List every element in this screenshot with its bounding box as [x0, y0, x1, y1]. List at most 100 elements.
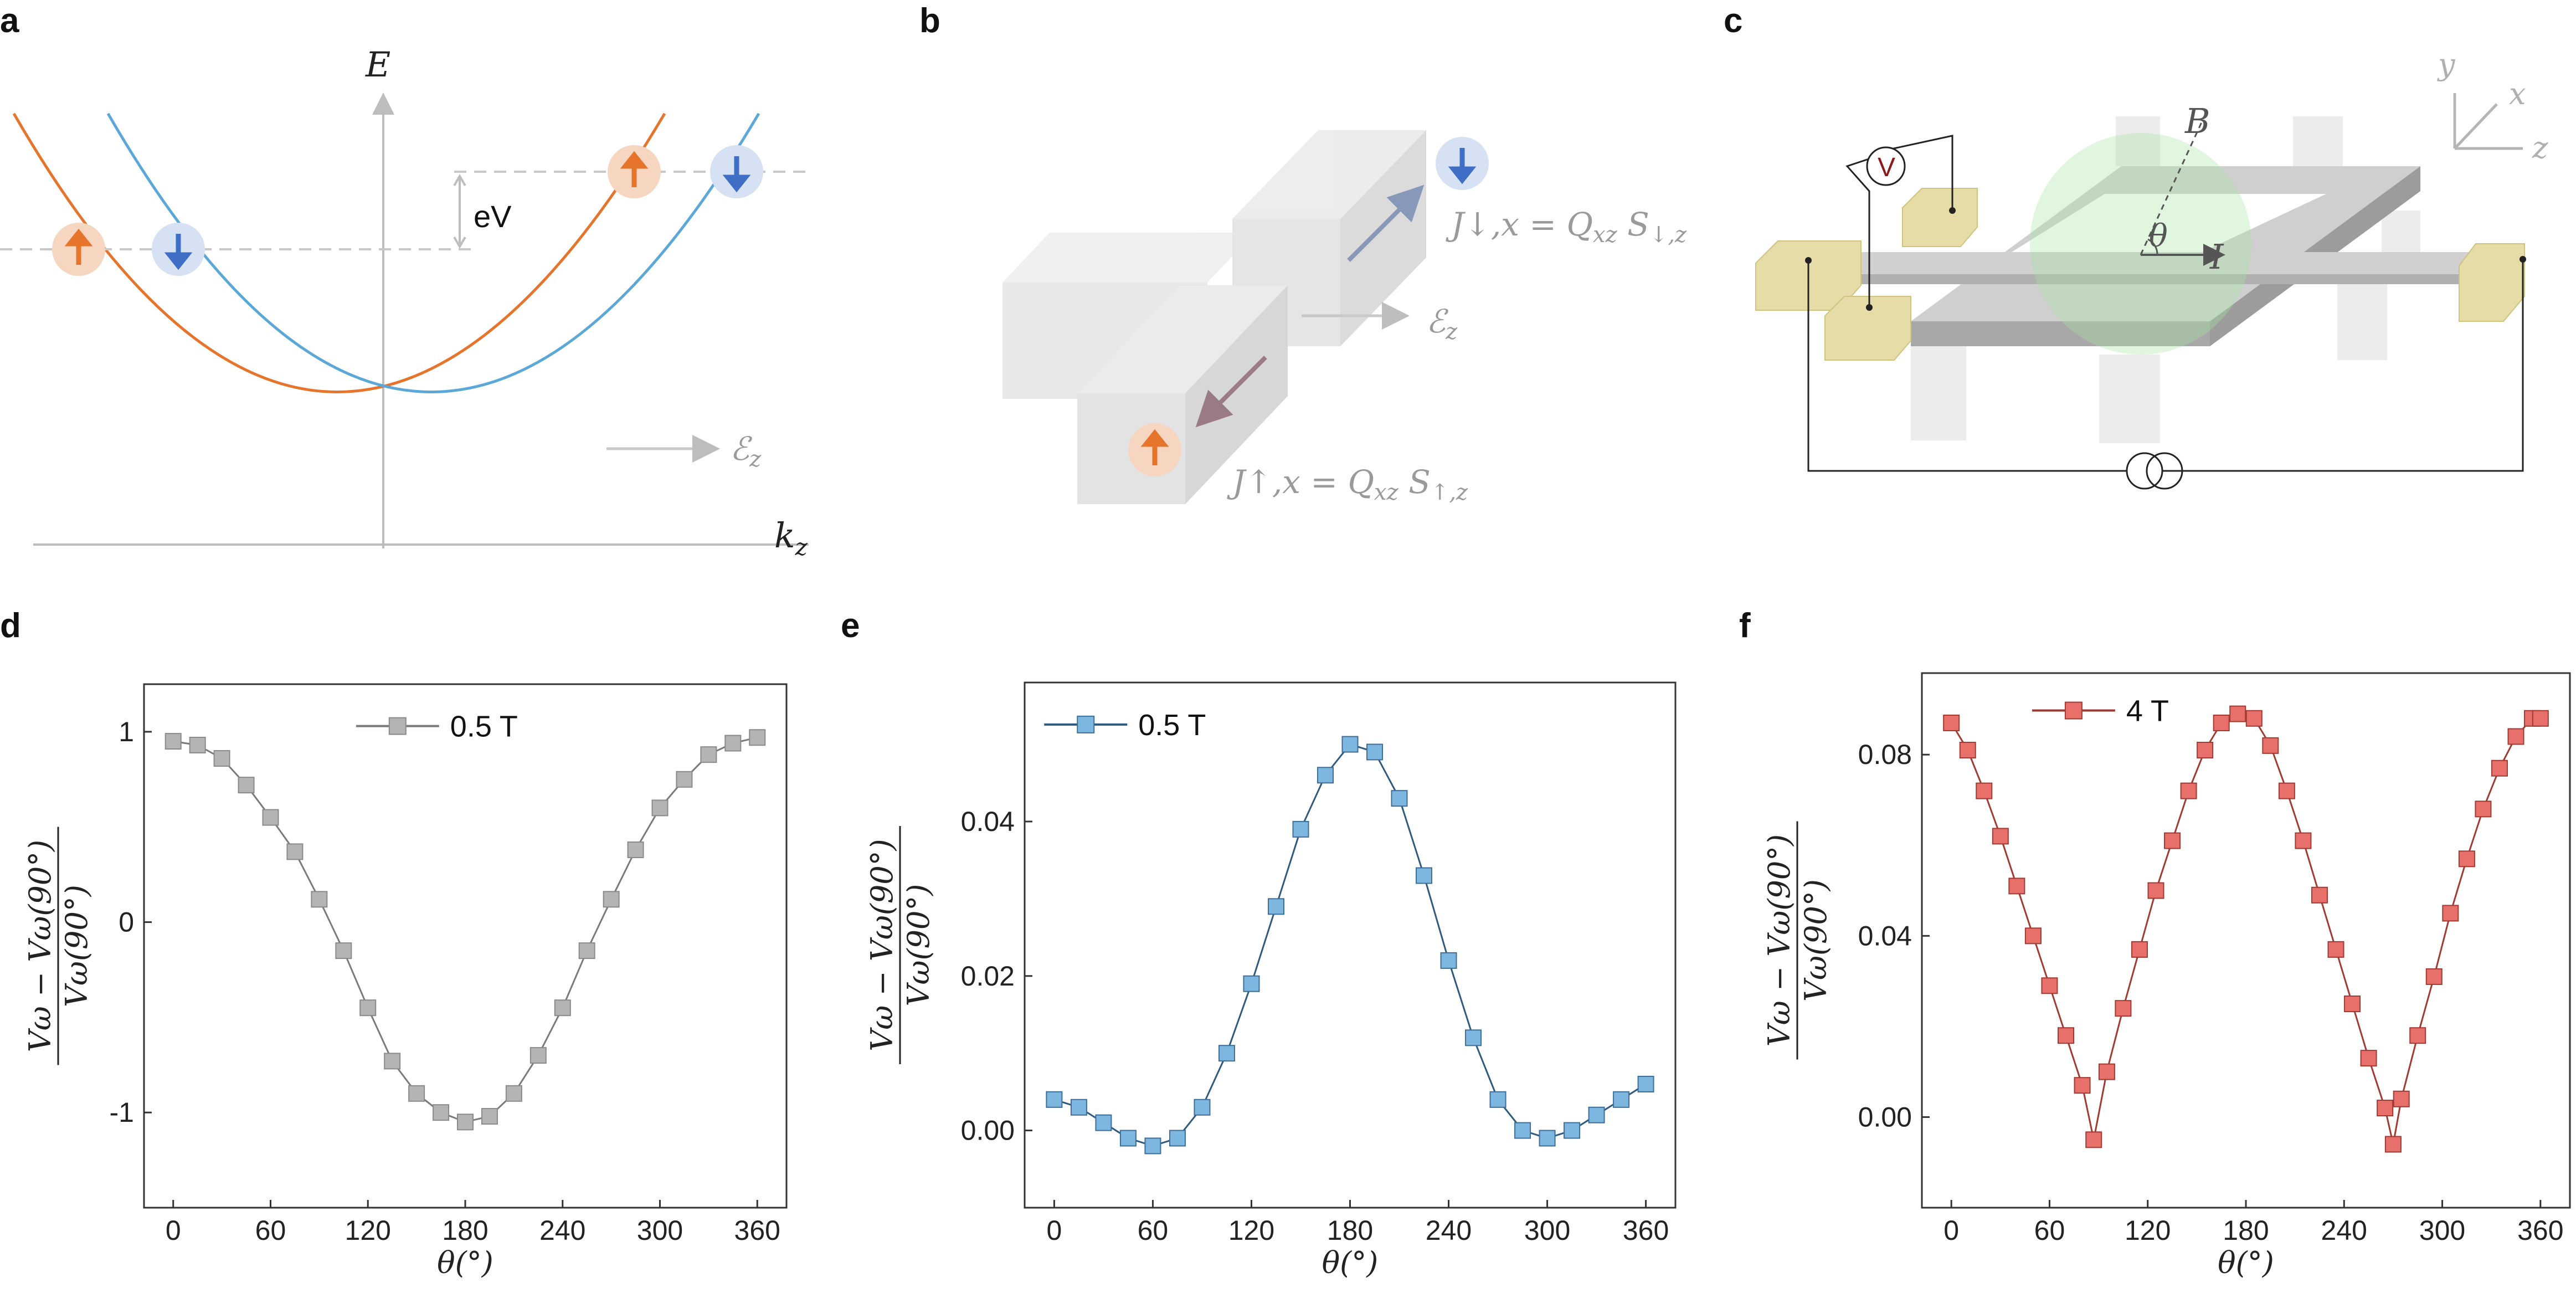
x-tick-label: 0 [1943, 1215, 1959, 1246]
data-point [1267, 898, 1284, 915]
spin-up-dot-b [1128, 423, 1181, 476]
data-point [1943, 714, 1960, 731]
spin-down-current-equation: J↓,x = Qxz S↓,z [1446, 206, 1687, 248]
data-point [457, 1114, 474, 1131]
data-point [2085, 1131, 2102, 1148]
data-point [2115, 1000, 2132, 1017]
spin-down-dot-left [152, 223, 205, 276]
data-point [2164, 832, 2181, 849]
data-point [749, 729, 766, 746]
data-point [238, 777, 255, 794]
data-point [1514, 1122, 1531, 1139]
y-tick-label: 0.08 [1858, 739, 1912, 770]
current-label: I [2209, 237, 2224, 277]
data-point [2393, 1090, 2410, 1107]
data-point [2098, 1063, 2115, 1080]
y-tick-label: 1 [119, 716, 134, 747]
data-point [1070, 1099, 1087, 1116]
data-point [1613, 1091, 1630, 1108]
y-axis-label-denominator: Vω(90°) [1798, 879, 1833, 1002]
x-tick-label: 300 [2419, 1215, 2465, 1246]
data-point [2074, 1077, 2091, 1094]
x-tick-label: 240 [539, 1215, 585, 1246]
legend-marker [388, 717, 407, 735]
x-tick-label: 300 [1524, 1215, 1570, 1246]
x-tick-label: 180 [1327, 1215, 1373, 1246]
spin-down-dot-b [1436, 137, 1489, 190]
legend-label: 0.5 T [1138, 709, 1206, 742]
x-tick-label: 0 [166, 1215, 181, 1246]
chart-f: 0 60 120 180 240 300 360 0.00 0.04 0.08 θ(°) Vω − V… [1762, 672, 2571, 1280]
data-point [603, 891, 620, 908]
y-tick-label: 0 [119, 907, 134, 938]
x-tick-label: 60 [1138, 1215, 1169, 1246]
data-point [1341, 736, 1359, 753]
data-point [651, 799, 669, 817]
legend-label: 4 T [2126, 695, 2169, 728]
data-point [262, 809, 279, 826]
data-point [2278, 782, 2295, 799]
data-point [311, 891, 328, 908]
x-tick-label: 120 [2125, 1215, 2171, 1246]
y-axis-label: Vω − Vω(90°) Vω(90°) [865, 826, 936, 1064]
data-point [505, 1085, 522, 1102]
data-point [286, 843, 304, 860]
x-tick-label: 60 [2034, 1215, 2065, 1246]
b-field-label: B [2184, 101, 2210, 141]
ring-device [1814, 166, 2503, 346]
data-point [2180, 782, 2197, 799]
data-point [2024, 927, 2042, 945]
data-point [213, 750, 230, 767]
legend-marker [1077, 715, 1095, 733]
data-point [700, 746, 717, 763]
y-axis-label-numerator: Vω − Vω(90°) [865, 839, 899, 1051]
x-tick-label: 300 [637, 1215, 683, 1246]
chart-d: 0 60 120 180 240 300 360 -1 0 1 θ(°) Vω − Vω(90°) Vω… [23, 683, 788, 1280]
x-tick-label: 240 [2321, 1215, 2367, 1246]
spin-down-current-arrow [1347, 184, 1425, 262]
data-point [2311, 886, 2328, 904]
panel-label-f: f [1739, 607, 1751, 645]
panel-label-d: d [0, 607, 21, 645]
data-point [2475, 801, 2492, 818]
wire-node [1866, 304, 1873, 311]
data-point [1637, 1075, 1654, 1092]
x-tick-label: 0 [1047, 1215, 1062, 1246]
y-axis-label-denominator: Vω(90°) [59, 885, 94, 1007]
data-point [1976, 782, 1993, 799]
data-point [335, 942, 352, 960]
theta-label: θ [2149, 218, 2168, 254]
data-point [2442, 905, 2459, 922]
data-point [1959, 742, 1976, 759]
series-line [1053, 743, 1647, 1147]
axis-z-label: z [2532, 130, 2548, 165]
voltmeter-symbol: V [1866, 146, 1906, 186]
data-point [2131, 941, 2148, 958]
field-direction-line [2140, 116, 2205, 255]
series-line [173, 736, 758, 1123]
legend-marker [2064, 701, 2083, 720]
data-point [2360, 1050, 2377, 1067]
data-point [2295, 832, 2312, 849]
panel-label-b: b [919, 2, 940, 40]
data-point [408, 1085, 425, 1102]
data-point [1169, 1130, 1186, 1147]
data-point [2197, 742, 2214, 759]
data-point [1317, 767, 1334, 784]
ev-bracket-arrows [453, 174, 466, 249]
spin-down-band [106, 112, 760, 393]
x-tick-label: 60 [255, 1215, 286, 1246]
data-point [676, 771, 693, 788]
data-point [1046, 1091, 1063, 1108]
x-axis-label: θ(°) [437, 1245, 493, 1280]
data-point [2008, 878, 2025, 895]
data-point [1489, 1091, 1506, 1108]
field-label-b: ℰz [1426, 302, 1458, 345]
data-point [554, 999, 571, 1017]
axis-y-label: y [2437, 47, 2456, 82]
k-axis-label: kz [774, 515, 808, 561]
ev-label: eV [474, 199, 512, 234]
y-tick-label: -1 [110, 1097, 134, 1128]
gold-contacts [1755, 188, 2525, 361]
